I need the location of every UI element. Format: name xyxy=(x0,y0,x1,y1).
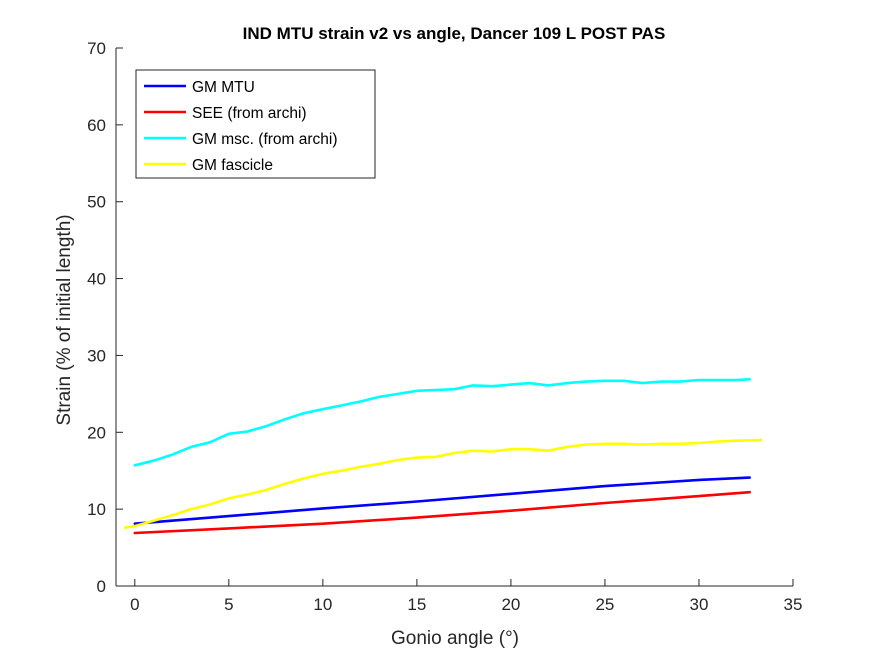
legend: GM MTU SEE (from archi) GM msc. (from arch… xyxy=(135,69,376,179)
y-tick-label: 60 xyxy=(87,116,106,135)
legend-box xyxy=(135,69,376,179)
x-tick-label: 30 xyxy=(690,595,709,614)
series-line-3 xyxy=(124,438,763,529)
x-tick-label: 10 xyxy=(313,595,332,614)
y-axis-label: Strain (% of initial length) xyxy=(54,214,75,425)
axes xyxy=(115,47,794,587)
x-tick-label: 0 xyxy=(130,595,139,614)
legend-label-2: GM msc. (from archi) xyxy=(192,131,338,148)
y-tick-label: 0 xyxy=(97,577,106,596)
series-line-1 xyxy=(133,490,752,535)
x-tick-label: 25 xyxy=(595,595,614,614)
y-tick-label: 20 xyxy=(87,423,106,442)
y-tick-label: 40 xyxy=(87,270,106,289)
x-tick-label: 20 xyxy=(501,595,520,614)
y-tick-label: 30 xyxy=(87,346,106,365)
series-lines xyxy=(124,377,763,535)
y-tick-label: 50 xyxy=(87,193,106,212)
x-tick-label: 5 xyxy=(224,595,233,614)
y-tick-label: 10 xyxy=(87,500,106,519)
tick-labels: 0 5 10 15 20 25 30 35 0 10 20 30 40 50 60 70 xyxy=(87,39,802,614)
chart-title: IND MTU strain v2 vs angle, Dancer 109 L… xyxy=(243,24,666,43)
x-axis-label: Gonio angle (°) xyxy=(391,628,519,649)
x-tick-label: 15 xyxy=(407,595,426,614)
y-tick-label: 70 xyxy=(87,39,106,58)
series-line-0 xyxy=(133,476,752,526)
x-tick-label: 35 xyxy=(784,595,803,614)
legend-label-0: GM MTU xyxy=(192,79,255,96)
legend-label-3: GM fascicle xyxy=(192,157,273,174)
legend-label-1: SEE (from archi) xyxy=(192,105,307,122)
series-line-2 xyxy=(133,377,752,467)
